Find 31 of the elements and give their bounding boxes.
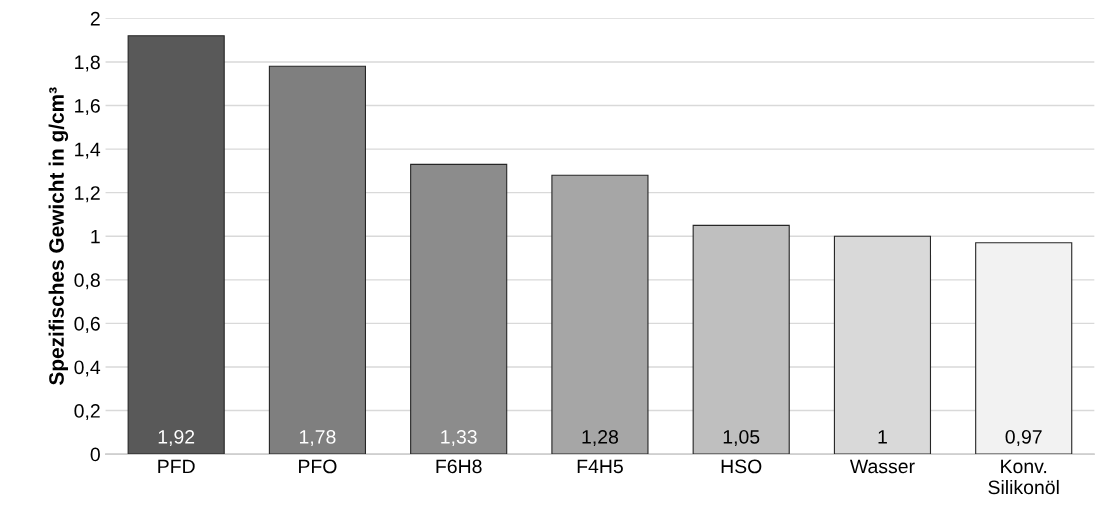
- y-tick-label: 0,2: [74, 404, 100, 421]
- y-tick-label: 1: [91, 229, 100, 244]
- x-tick-label: F6H8: [436, 459, 482, 474]
- y-tick-label: 1,4: [75, 142, 101, 159]
- bar: [127, 35, 225, 455]
- data-label: 1,05: [723, 429, 760, 447]
- x-tick-label: Konv. Silikonöl: [988, 459, 1059, 495]
- data-label: 1,28: [582, 429, 619, 447]
- y-tick-label: 1,2: [75, 186, 100, 203]
- x-tick-label: HSO: [721, 459, 762, 474]
- data-label: 1: [878, 430, 887, 444]
- y-tick-label: 0: [90, 447, 100, 462]
- bar: [975, 242, 1073, 455]
- y-axis-title: Spezifisches Gewicht in g/cm³: [48, 87, 69, 385]
- y-tick-label: 2: [90, 11, 100, 26]
- data-label: 1,78: [299, 429, 336, 447]
- bar: [268, 65, 367, 455]
- data-label: 1,92: [158, 429, 195, 447]
- x-tick-label: F4H5: [577, 459, 623, 474]
- data-label: 1,33: [441, 429, 477, 447]
- data-label: 0,97: [1005, 429, 1042, 447]
- bar: [551, 174, 649, 455]
- x-tick-label: PFD: [158, 459, 195, 474]
- y-tick-label: 1,8: [75, 55, 100, 72]
- y-tick-label: 0,8: [74, 273, 100, 290]
- y-tick-label: 1,6: [75, 98, 100, 116]
- x-tick-label: PFO: [299, 459, 337, 474]
- x-tick-label: Wasser: [849, 459, 915, 474]
- y-tick-label: 0,4: [74, 360, 101, 377]
- bar: [410, 163, 508, 455]
- y-tick-label: 0,6: [74, 316, 100, 333]
